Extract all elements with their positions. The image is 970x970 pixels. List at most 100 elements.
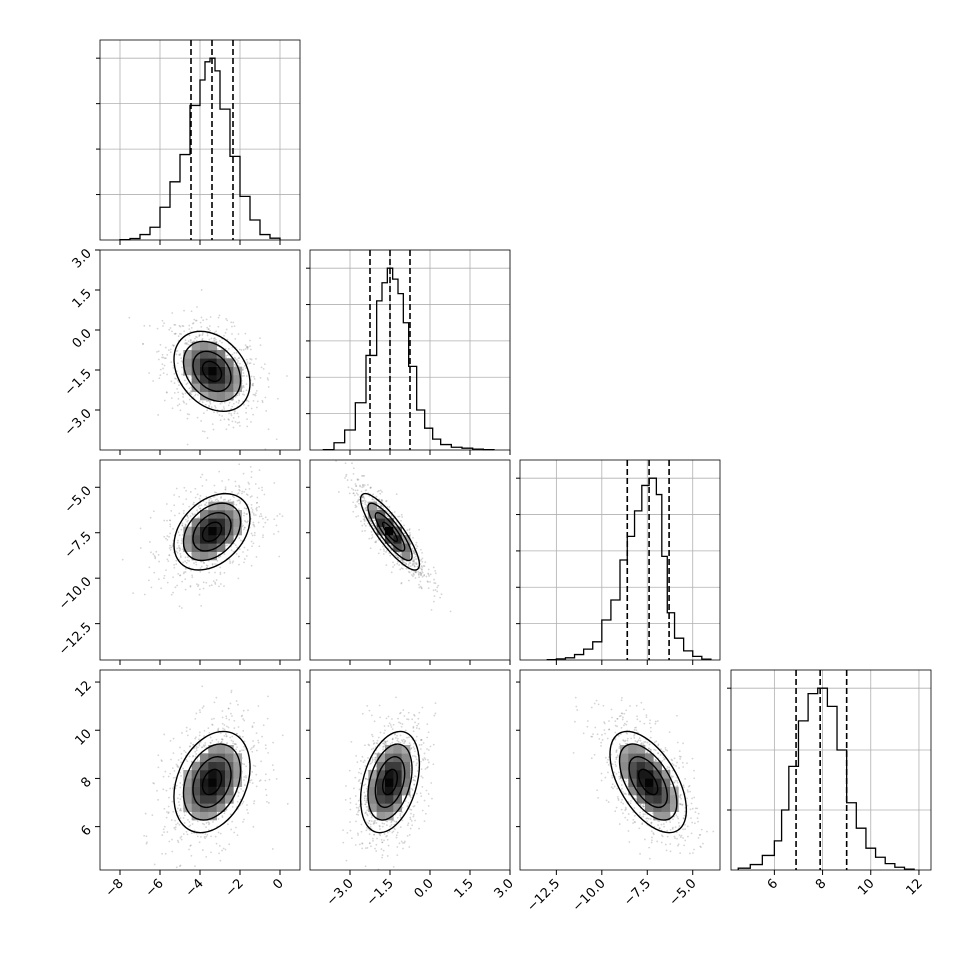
contour xyxy=(182,502,242,562)
sample-point xyxy=(412,550,415,553)
sample-point xyxy=(421,570,423,572)
density-cell xyxy=(183,543,192,552)
sample-point xyxy=(186,833,189,836)
sample-point xyxy=(199,507,202,510)
sample-point xyxy=(192,503,195,506)
sample-point xyxy=(205,826,207,829)
sample-point xyxy=(246,494,249,496)
sample-point xyxy=(180,607,183,609)
sample-point xyxy=(152,510,155,513)
sample-point xyxy=(388,722,391,725)
sample-point xyxy=(179,553,182,555)
sample-point xyxy=(161,852,164,855)
sample-point xyxy=(182,572,185,575)
sample-point xyxy=(231,325,233,328)
density-cell xyxy=(376,811,386,821)
sample-point xyxy=(374,522,377,524)
sample-point xyxy=(182,393,185,396)
density-cell xyxy=(216,535,226,544)
sample-point xyxy=(379,834,382,837)
sample-point xyxy=(658,827,661,830)
sample-point xyxy=(352,501,355,504)
sample-point xyxy=(392,830,395,833)
density-panel: −12.5−10.0−7.5−5.0 xyxy=(56,459,301,665)
sample-point xyxy=(360,490,363,493)
sample-point xyxy=(236,493,239,496)
sample-point xyxy=(200,746,203,749)
sample-point xyxy=(275,524,278,527)
sample-point xyxy=(394,554,397,557)
sample-point xyxy=(190,386,193,389)
sample-point xyxy=(417,722,420,725)
sample-point xyxy=(232,321,235,324)
density-cell xyxy=(376,786,386,796)
density-cell xyxy=(401,778,411,787)
sample-point xyxy=(199,476,202,479)
sample-point xyxy=(181,373,183,376)
sample-point xyxy=(165,391,168,394)
sample-point xyxy=(252,825,255,828)
sample-point xyxy=(434,589,437,591)
sample-point xyxy=(277,397,279,400)
sample-point xyxy=(264,788,267,791)
sample-point xyxy=(413,742,415,745)
sample-point xyxy=(391,728,394,731)
sample-point xyxy=(238,555,240,558)
sample-point xyxy=(660,748,662,751)
sample-point xyxy=(189,844,192,847)
sample-point xyxy=(403,524,405,527)
sample-point xyxy=(242,749,245,752)
density-cell xyxy=(393,795,402,804)
sample-point xyxy=(168,535,170,538)
sample-point xyxy=(244,520,247,523)
sample-point xyxy=(197,746,199,749)
sample-point xyxy=(179,548,182,551)
sample-point xyxy=(214,499,217,501)
sample-point xyxy=(259,376,262,379)
sample-point xyxy=(206,334,209,337)
sample-point xyxy=(241,385,244,388)
sample-point xyxy=(370,820,373,823)
sample-point xyxy=(674,779,677,782)
sample-point xyxy=(369,486,372,489)
sample-point xyxy=(198,742,201,745)
sample-point xyxy=(173,827,176,829)
sample-point xyxy=(237,360,239,362)
sample-point xyxy=(427,587,430,590)
sample-point xyxy=(397,515,400,518)
sample-point xyxy=(186,734,189,737)
sample-point xyxy=(186,515,189,517)
histogram-step xyxy=(322,267,495,451)
sample-point xyxy=(173,382,176,385)
sample-point xyxy=(357,515,360,517)
sample-point xyxy=(243,818,245,821)
sample-point xyxy=(382,553,385,555)
sample-point xyxy=(200,560,203,563)
sample-point xyxy=(250,476,253,479)
sample-point xyxy=(243,512,246,514)
sample-point xyxy=(176,765,179,768)
sample-point xyxy=(411,560,414,563)
sample-point xyxy=(236,546,238,549)
sample-point xyxy=(182,512,185,515)
sample-point xyxy=(396,816,399,819)
sample-point xyxy=(423,752,426,755)
sample-point xyxy=(210,718,213,720)
sample-point xyxy=(166,811,168,813)
sample-point xyxy=(169,327,172,329)
sample-point xyxy=(393,564,396,566)
sample-point xyxy=(242,472,245,475)
sample-point xyxy=(352,488,355,491)
sample-point xyxy=(186,760,189,763)
sample-point xyxy=(171,407,174,410)
sample-point xyxy=(145,842,148,845)
sample-point xyxy=(178,793,181,796)
sample-point xyxy=(364,501,367,504)
sample-point xyxy=(192,322,195,324)
sample-point xyxy=(360,520,362,523)
sample-point xyxy=(209,329,212,332)
sample-point xyxy=(246,347,249,350)
sample-point xyxy=(264,747,267,750)
sample-point xyxy=(179,409,182,412)
sample-point xyxy=(355,515,358,518)
